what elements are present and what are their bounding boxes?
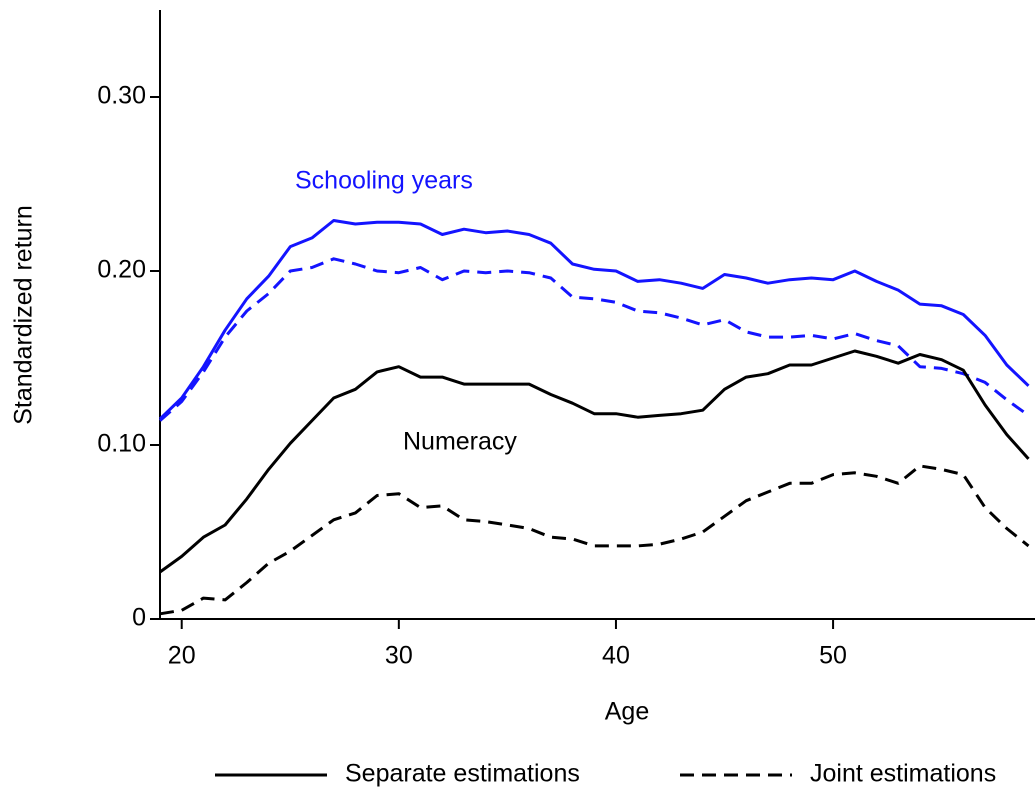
x-tick-label: 50 (819, 642, 847, 670)
series-line (159, 257, 1030, 422)
x-tick-label: 30 (385, 642, 413, 670)
x-axis-title: Age (605, 698, 649, 726)
y-tick-label: 0.30 (97, 82, 146, 110)
y-tick-label: 0 (132, 604, 146, 632)
x-tick-label: 20 (168, 642, 196, 670)
y-axis-title: Standardized return (10, 205, 38, 425)
y-tick-label: 0.20 (97, 256, 146, 284)
legend-label: Separate estimations (345, 760, 580, 788)
legend-label: Joint estimations (810, 760, 996, 788)
series-line (158, 219, 1030, 420)
x-tick-label: 40 (602, 642, 630, 670)
series-line (159, 464, 1030, 616)
annotation: Schooling years (295, 167, 473, 195)
y-tick-label: 0.10 (97, 430, 146, 458)
annotation: Numeracy (403, 428, 517, 456)
series-line (159, 349, 1030, 574)
